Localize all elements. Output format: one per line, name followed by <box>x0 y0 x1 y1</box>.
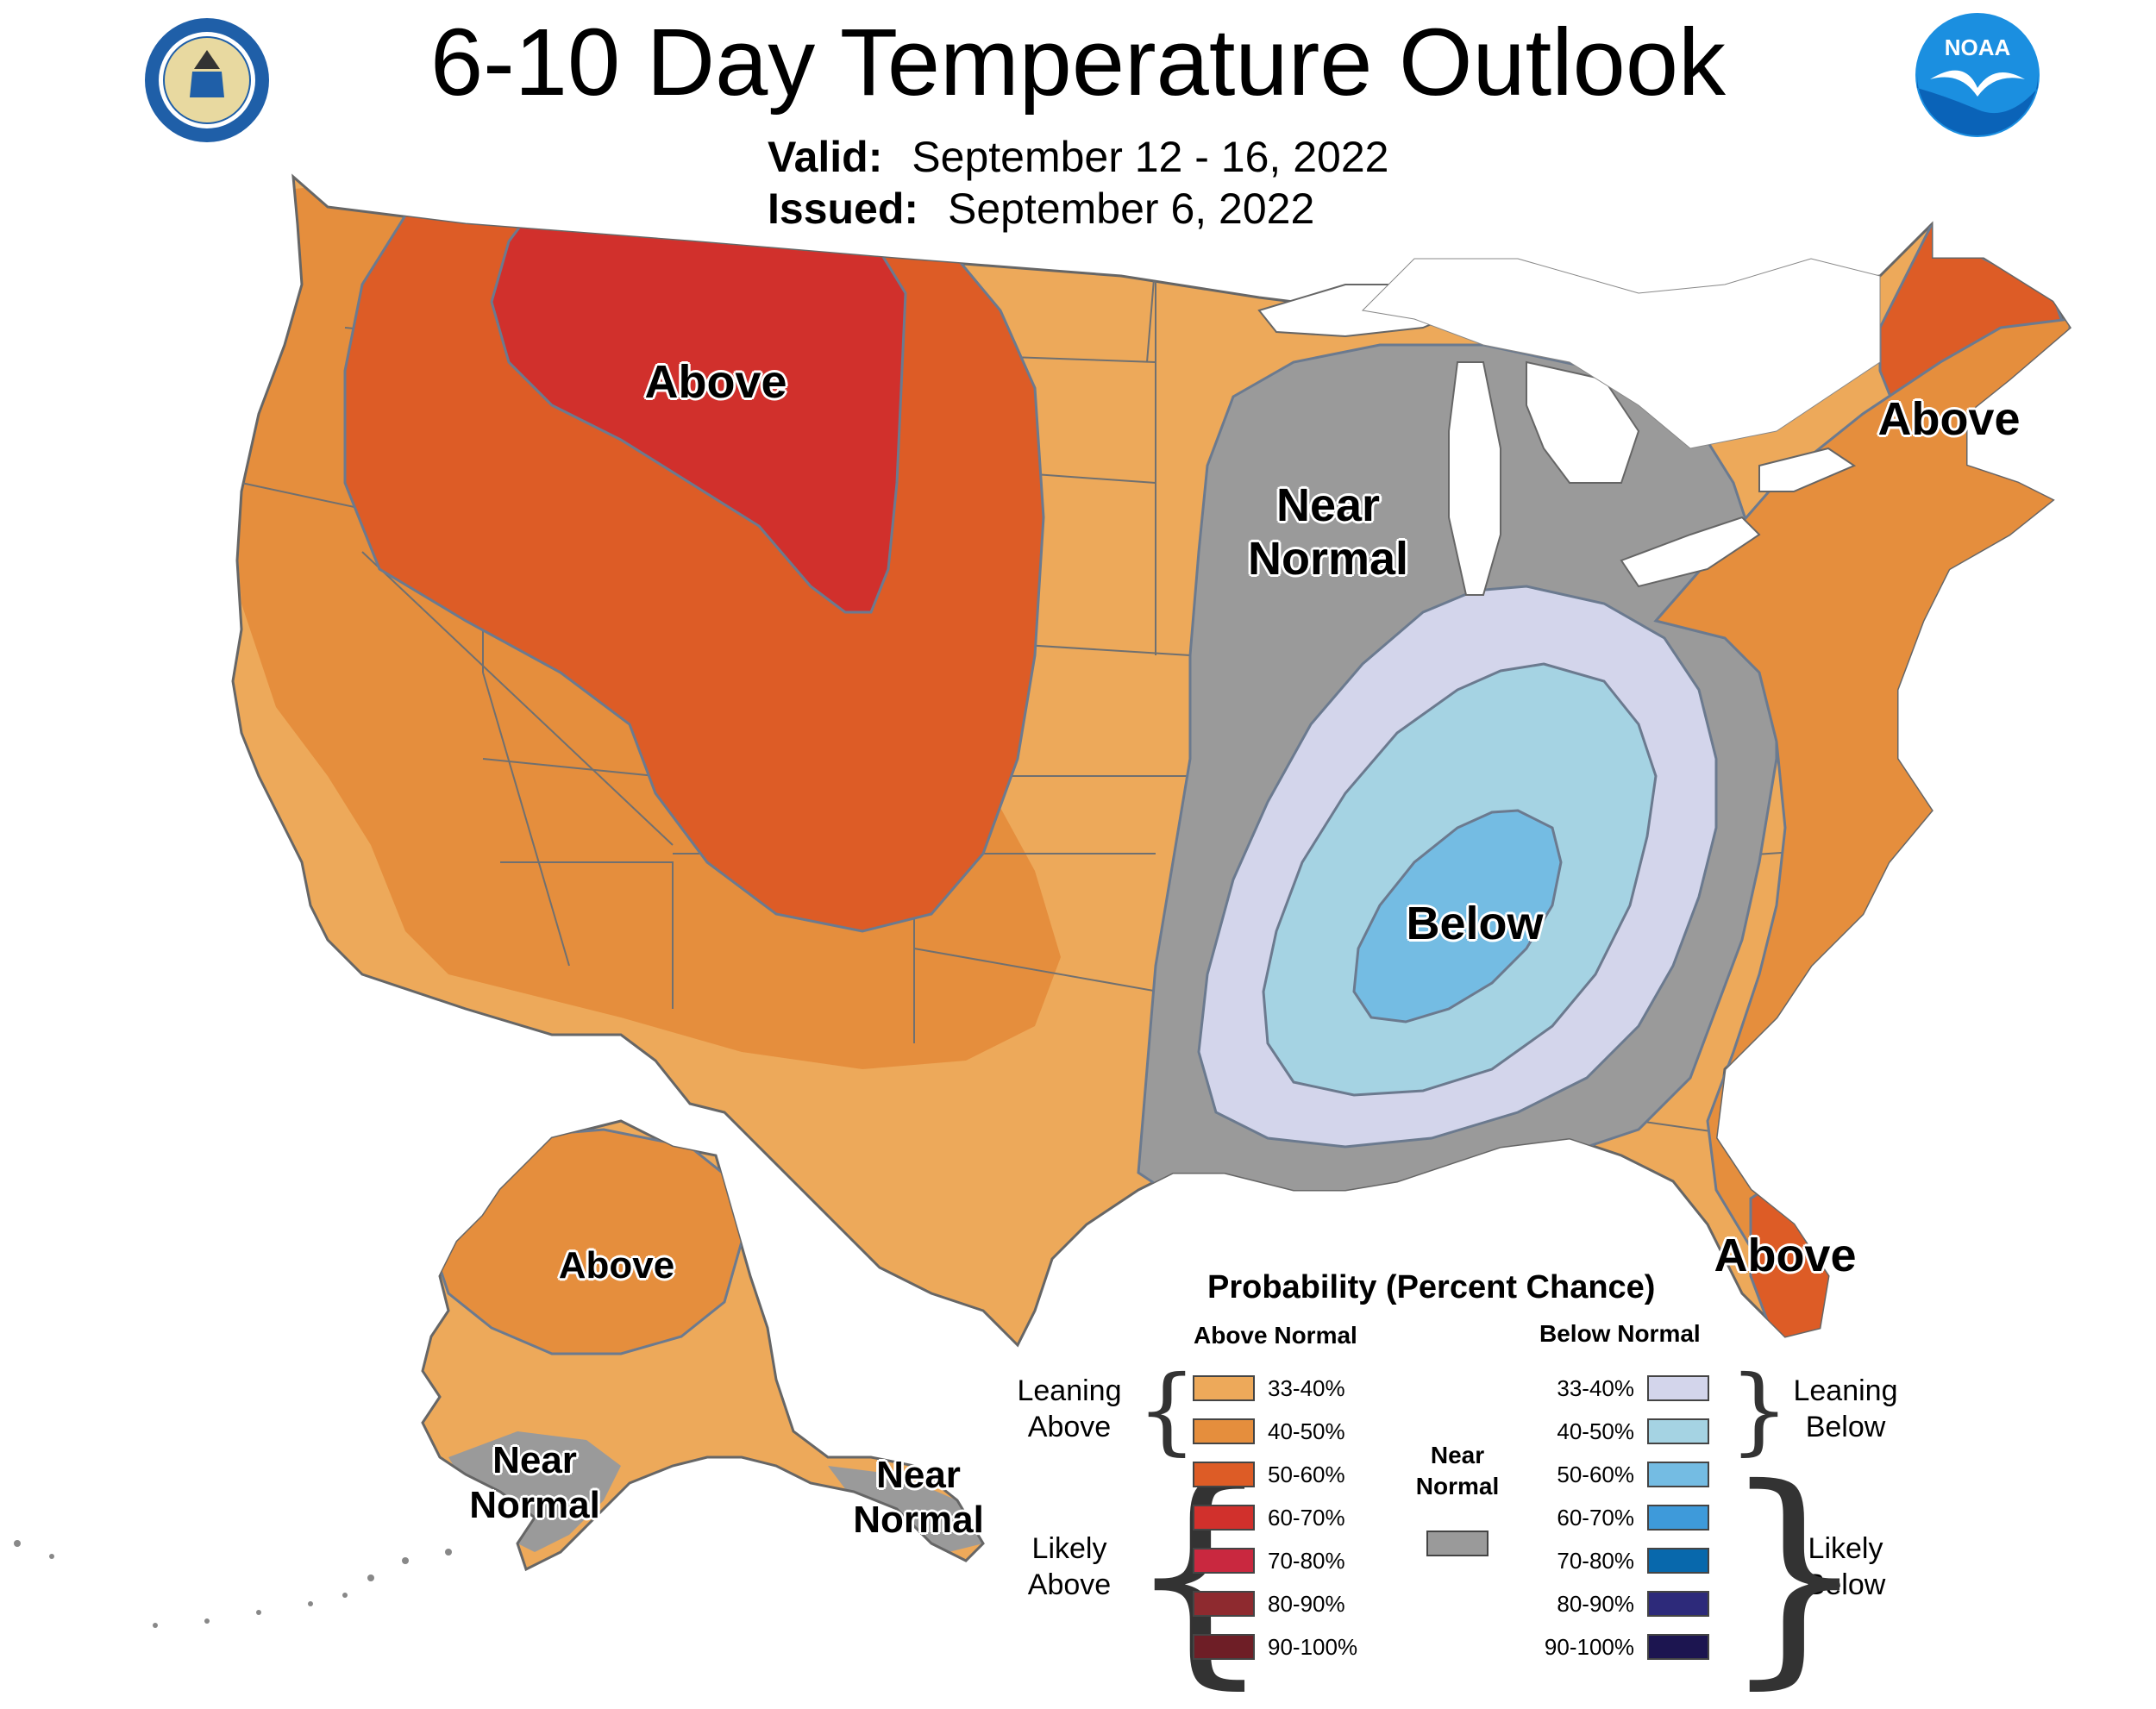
label-central-below: Below <box>1406 898 1544 949</box>
label-florida-above: Above <box>1714 1230 1857 1281</box>
legend-below-swatch <box>1647 1591 1709 1617</box>
legend-leaning-above: Leaning Above <box>1000 1373 1138 1445</box>
legend-line: Near <box>1430 1442 1485 1468</box>
legend-line: Below <box>1805 1411 1886 1443</box>
legend-below-header: Below Normal <box>1539 1320 1701 1347</box>
label-alaska-panhandle-near-normal: Near Normal <box>832 1453 1005 1543</box>
legend-above-range-label: 90-100% <box>1268 1634 1358 1660</box>
page-title: 6-10 Day Temperature Outlook <box>429 9 1727 116</box>
legend-below-range-label: 90-100% <box>1544 1634 1634 1660</box>
legend-likely-above: Likely Above <box>1000 1531 1138 1603</box>
legend-line: Likely <box>1808 1532 1883 1565</box>
legend-above-swatch <box>1193 1462 1255 1487</box>
label-near-line: Near <box>876 1454 961 1496</box>
issued-value: September 6, 2022 <box>947 185 1315 233</box>
legend-above-swatch <box>1193 1375 1255 1401</box>
legend-line: Above <box>1027 1568 1112 1601</box>
legend-line: Below <box>1805 1568 1886 1601</box>
legend-below-swatch <box>1647 1418 1709 1444</box>
legend-above-range-label: 60-70% <box>1268 1505 1345 1531</box>
legend-above-range-label: 50-60% <box>1268 1462 1345 1487</box>
legend-above-swatch <box>1193 1505 1255 1531</box>
legend-near-swatch <box>1426 1531 1489 1556</box>
label-normal-line: Normal <box>1247 533 1409 585</box>
legend-near-normal: Near Normal <box>1397 1440 1518 1502</box>
legend-line: Likely <box>1031 1532 1107 1565</box>
legend-above-header: Above Normal <box>1194 1322 1357 1349</box>
brace-leaning-above: { <box>1137 1355 1197 1465</box>
label-alaska-above: Above <box>558 1244 675 1286</box>
legend-below-range-label: 33-40% <box>1557 1375 1634 1401</box>
brace-likely-below: } <box>1720 1437 1869 1709</box>
legend-above-range-label: 70-80% <box>1268 1548 1345 1574</box>
valid-label: Valid: <box>768 133 883 181</box>
legend-below-range-label: 70-80% <box>1557 1548 1634 1574</box>
label-normal-line: Normal <box>853 1499 984 1541</box>
legend-below-range-label: 50-60% <box>1557 1462 1634 1487</box>
legend-above-range-label: 80-90% <box>1268 1591 1345 1617</box>
issued-date: Issued: September 6, 2022 <box>768 183 1314 235</box>
label-alaska-west-near-normal: Near Normal <box>448 1438 621 1528</box>
label-northeast-above: Above <box>1877 393 2021 445</box>
legend-below-swatch <box>1647 1462 1709 1487</box>
issued-label: Issued: <box>768 185 919 233</box>
valid-value: September 12 - 16, 2022 <box>912 133 1389 181</box>
label-near-line: Near <box>492 1439 577 1481</box>
outlook-map <box>14 175 2071 1628</box>
legend-above-swatch <box>1193 1418 1255 1444</box>
legend-below-range-label: 40-50% <box>1557 1418 1634 1444</box>
legend-leaning-below: Leaning Below <box>1777 1373 1915 1445</box>
legend-above-range-label: 33-40% <box>1268 1375 1345 1401</box>
brace-leaning-below: } <box>1729 1355 1789 1465</box>
legend-below-swatch <box>1647 1634 1709 1660</box>
legend-title: Probability (Percent Chance) <box>1207 1269 1656 1305</box>
legend-above-range-label: 40-50% <box>1268 1418 1345 1444</box>
legend-line: Normal <box>1415 1473 1500 1499</box>
legend-above-swatch <box>1193 1591 1255 1617</box>
label-midwest-near-normal: Near Normal <box>1233 479 1423 585</box>
label-west-above: Above <box>644 356 787 408</box>
label-near-line: Near <box>1275 479 1381 531</box>
legend-below-swatch <box>1647 1375 1709 1401</box>
legend-below-range-label: 60-70% <box>1557 1505 1634 1531</box>
aleutian-islands <box>14 1540 452 1628</box>
alaska-outline <box>421 1119 985 1572</box>
legend-above-swatch <box>1193 1634 1255 1660</box>
valid-dates: Valid: September 12 - 16, 2022 <box>768 131 1388 183</box>
legend-line: Above <box>1027 1411 1112 1443</box>
legend-below-range-label: 80-90% <box>1557 1591 1634 1617</box>
legend-above-swatch <box>1193 1548 1255 1574</box>
legend-below-swatch <box>1647 1505 1709 1531</box>
label-normal-line: Normal <box>469 1484 600 1526</box>
legend-likely-below: Likely Below <box>1777 1531 1915 1603</box>
noaa-logo: NOAA <box>1913 10 2042 144</box>
legend-line: Leaning <box>1017 1374 1122 1407</box>
canada-lakes-area <box>1361 258 1881 449</box>
legend-below-swatch <box>1647 1548 1709 1574</box>
department-of-commerce-seal <box>142 16 272 149</box>
svg-text:NOAA: NOAA <box>1945 34 2011 60</box>
legend-line: Leaning <box>1793 1374 1898 1407</box>
